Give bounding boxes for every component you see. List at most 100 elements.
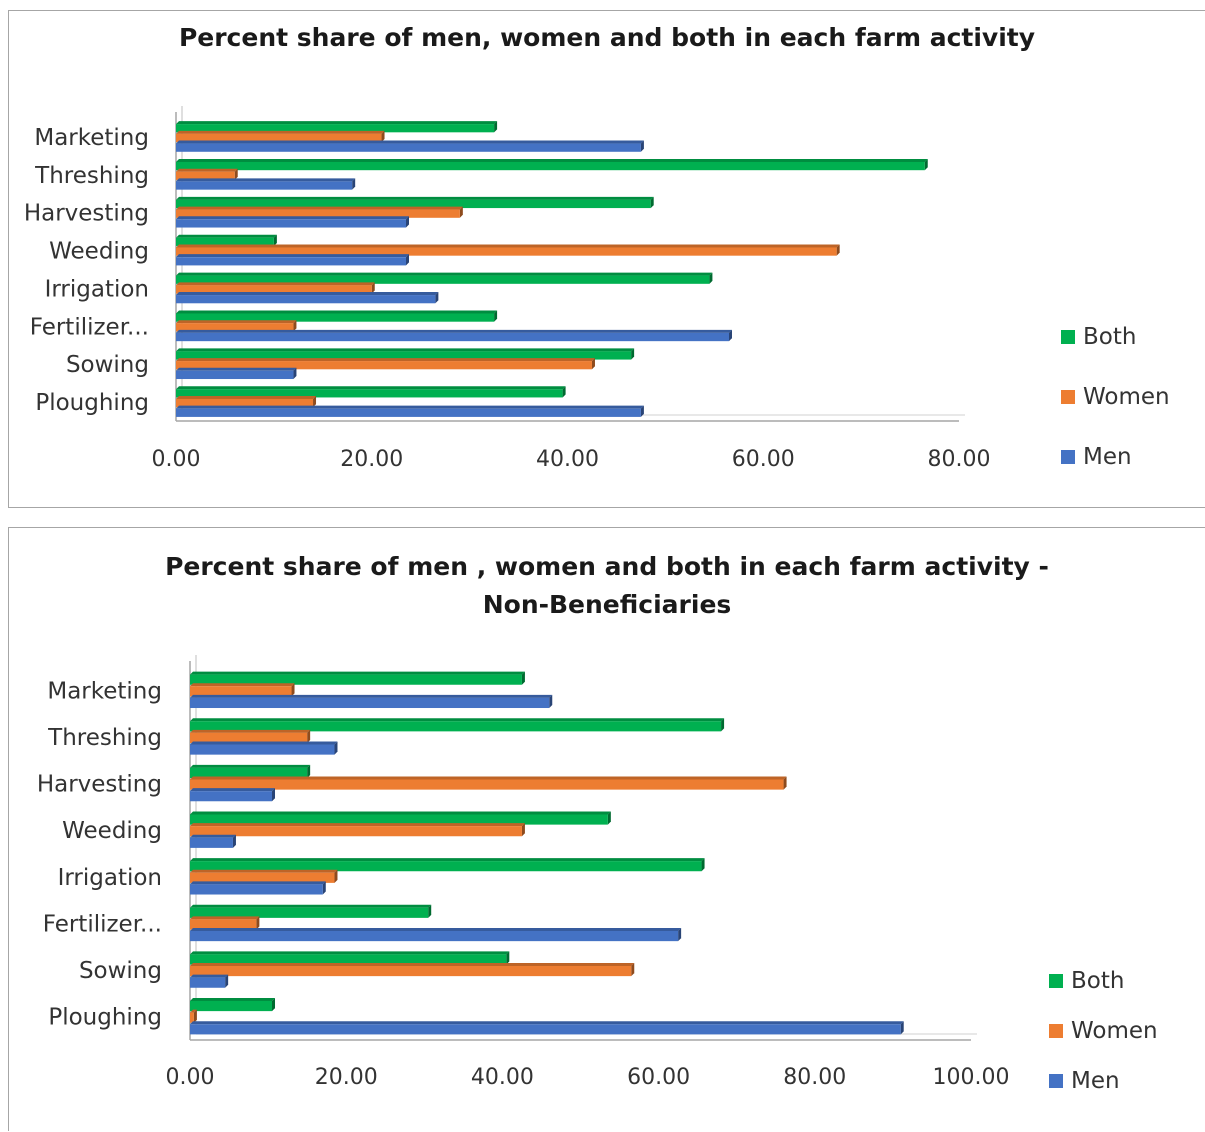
- bar-top-face: [190, 928, 682, 932]
- bar-end-face: [678, 928, 682, 942]
- bar-front-face: [176, 124, 495, 133]
- bar-end-face: [521, 823, 525, 837]
- bar-end-face: [272, 997, 276, 1012]
- bar-front-face: [190, 791, 273, 802]
- category-label: Fertilizer...: [30, 314, 149, 340]
- bar-top-face: [190, 1021, 904, 1025]
- bar-end-face: [322, 881, 326, 895]
- bar-women: [176, 358, 595, 370]
- bar-front-face: [190, 697, 550, 709]
- bar-both: [176, 196, 654, 209]
- bar-front-face: [190, 954, 507, 965]
- bar-top-face: [190, 1009, 197, 1013]
- bar-front-face: [176, 209, 460, 218]
- bar-both: [190, 811, 611, 825]
- bar-front-face: [176, 257, 407, 266]
- category-label: Irrigation: [58, 865, 162, 891]
- bar-top-face: [176, 196, 654, 200]
- bar-men: [190, 1021, 904, 1035]
- bar-front-face: [176, 351, 632, 360]
- category-label: Weeding: [49, 239, 149, 265]
- bar-end-face: [406, 254, 410, 266]
- bar-end-face: [334, 741, 338, 755]
- bar-chart-2: 0.00 20.00 40.00 60.00 80.00 100.00 Marketing T…: [37, 655, 1009, 1090]
- bar-women: [176, 168, 238, 180]
- bar-both: [176, 121, 498, 133]
- bar-both: [190, 764, 311, 778]
- bar-top-face: [176, 329, 732, 333]
- bar-front-face: [176, 275, 710, 284]
- bar-top-face: [190, 858, 705, 862]
- bar-front-face: [176, 332, 729, 342]
- legend-swatch-men: [1061, 450, 1075, 464]
- bar-women: [190, 823, 525, 837]
- bar-end-face: [521, 671, 525, 685]
- category-label: Sowing: [79, 958, 162, 984]
- bar-end-face: [293, 320, 297, 332]
- bar-top-face: [176, 206, 463, 210]
- legend-label-women: Women: [1071, 1018, 1158, 1044]
- category-label: Ploughing: [35, 390, 149, 416]
- bar-end-face: [836, 244, 840, 256]
- legend-item-both: Both: [1049, 968, 1124, 994]
- bar-end-face: [273, 234, 277, 246]
- bar-men: [176, 254, 410, 266]
- bar-top-face: [190, 869, 338, 873]
- bar-top-face: [190, 997, 276, 1001]
- bar-end-face: [293, 367, 297, 380]
- bar-front-face: [176, 313, 495, 322]
- bar-end-face: [783, 776, 787, 790]
- bar-end-face: [307, 729, 311, 744]
- category-label: Weeding: [62, 818, 162, 844]
- bar-both: [190, 904, 432, 918]
- legend-label-men: Men: [1071, 1068, 1120, 1094]
- bar-end-face: [607, 811, 611, 825]
- bar-front-face: [176, 199, 651, 209]
- bar-front-face: [176, 237, 274, 246]
- bar-front-face: [190, 686, 292, 697]
- chart-legend: Both Women Men: [1049, 968, 1199, 1128]
- legend-item-women: Women: [1061, 384, 1170, 410]
- bar-women: [176, 206, 463, 218]
- bar-top-face: [190, 694, 553, 698]
- category-label: Ploughing: [48, 1005, 162, 1031]
- bar-top-face: [176, 282, 375, 286]
- bar-front-face: [190, 814, 608, 825]
- bar-end-face: [232, 834, 236, 848]
- bar-both: [190, 951, 510, 965]
- bar-men: [190, 974, 229, 988]
- bar-front-face: [190, 861, 702, 872]
- bar-front-face: [190, 1024, 901, 1035]
- bar-chart-1: 0.00 20.00 40.00 60.00 80.00 Marketing Threshi…: [24, 106, 990, 472]
- bar-end-face: [381, 130, 385, 143]
- legend-swatch-women: [1049, 1024, 1063, 1038]
- bar-end-face: [631, 962, 635, 977]
- bar-both: [176, 386, 566, 398]
- bar-women: [190, 1009, 197, 1023]
- category-label: Fertilizer...: [43, 911, 162, 937]
- legend-swatch-both: [1061, 330, 1075, 344]
- bar-men: [176, 178, 356, 190]
- bar-front-face: [176, 143, 641, 152]
- bar-front-face: [190, 907, 429, 918]
- bar-top-face: [190, 718, 725, 722]
- bar-front-face: [190, 721, 722, 732]
- x-tick-label: 80.00: [783, 1065, 846, 1090]
- bar-women: [176, 130, 385, 143]
- bar-end-face: [435, 292, 439, 304]
- bar-front-face: [190, 1012, 194, 1023]
- bar-end-face: [631, 348, 635, 360]
- legend-label-men: Men: [1083, 444, 1132, 470]
- bar-front-face: [176, 323, 294, 332]
- bar-men: [190, 741, 338, 755]
- bar-end-face: [549, 694, 553, 709]
- bar-top-face: [176, 292, 439, 296]
- bar-front-face: [190, 674, 522, 685]
- bar-top-face: [176, 395, 317, 399]
- bar-men: [176, 216, 410, 228]
- category-label: Marketing: [34, 125, 149, 151]
- bar-top-face: [190, 683, 295, 687]
- x-tick-label: 20.00: [340, 447, 403, 472]
- chart-title: Percent share of men , women and both in…: [165, 552, 1049, 619]
- bar-men: [190, 928, 682, 942]
